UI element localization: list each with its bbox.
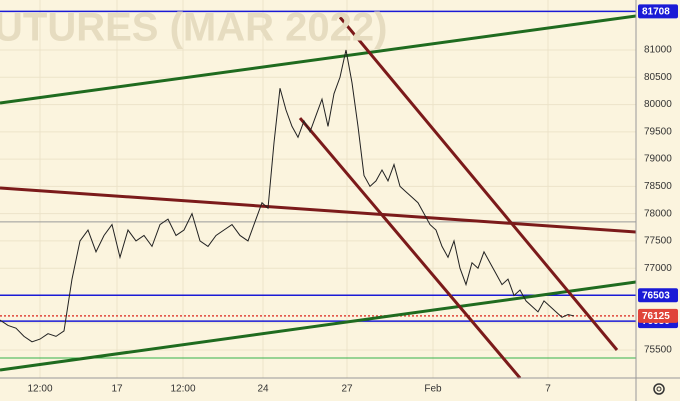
price-line	[0, 49, 575, 343]
trendline	[0, 280, 637, 372]
trendline	[298, 117, 522, 379]
y-tick-label: 81000	[644, 45, 672, 56]
x-tick-label: 17	[111, 384, 123, 395]
trendline	[338, 16, 619, 351]
x-tick-label: Feb	[424, 384, 442, 395]
settings-icon[interactable]	[653, 383, 665, 395]
x-tick-label: 7	[545, 384, 551, 395]
y-tick-label: 77500	[644, 236, 672, 247]
gear[interactable]	[653, 383, 665, 395]
x-tick-label: 12:00	[27, 384, 52, 395]
y-tick-label: 78000	[644, 208, 672, 219]
x-tick-label: 27	[341, 384, 353, 395]
price-badge	[638, 308, 678, 323]
price-badge-label: 76125	[642, 311, 670, 322]
y-tick-label: 78500	[644, 181, 672, 192]
price-badge	[638, 288, 678, 303]
x-tick-label: 12:00	[170, 384, 195, 395]
price-badge	[638, 4, 678, 19]
price-badge-label: 76503	[642, 290, 670, 301]
gear-center[interactable]	[656, 386, 662, 392]
y-tick-label: 79000	[644, 154, 672, 165]
plot	[0, 0, 637, 379]
x-tick-label: 24	[257, 384, 269, 395]
y-tick-label: 79500	[644, 126, 672, 137]
y-tick-label: 80000	[644, 99, 672, 110]
trendline	[0, 14, 637, 105]
y-tick-label: 77000	[644, 263, 672, 274]
y-tick-label: 80500	[644, 72, 672, 83]
watermark: UTURES (MAR 2022)	[0, 6, 387, 50]
price-badge-label: 81708	[642, 7, 670, 18]
trendline	[0, 186, 637, 234]
y-tick-label: 75500	[644, 345, 672, 356]
